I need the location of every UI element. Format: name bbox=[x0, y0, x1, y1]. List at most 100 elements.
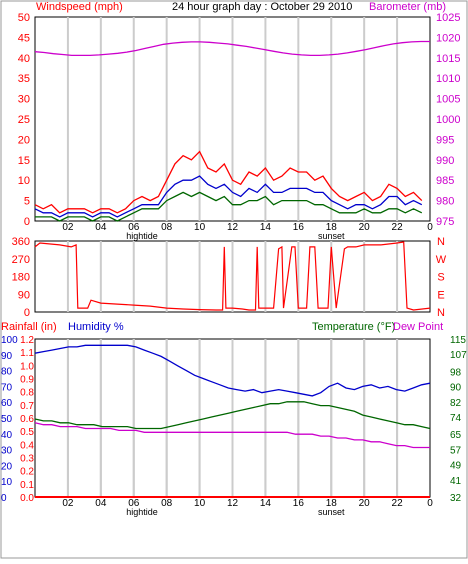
temp-tick-label: 90 bbox=[450, 383, 462, 394]
dewpoint-axis-label: Dew Point bbox=[393, 321, 443, 333]
rain-tick-label: 0.9 bbox=[20, 375, 34, 386]
humidity-tick-label: 70 bbox=[1, 382, 13, 393]
baro-tick-label: 1025 bbox=[436, 12, 460, 24]
temp-tick-label: 82 bbox=[450, 398, 462, 409]
rain-tick-label: 0.1 bbox=[20, 480, 34, 491]
direction-tick-label: 360 bbox=[12, 236, 30, 248]
rain-tick-label: 0.2 bbox=[20, 467, 34, 478]
hightide-label: hightide bbox=[126, 507, 158, 517]
rain-tick-label: 0.8 bbox=[20, 388, 34, 399]
temp-tick-label: 107 bbox=[450, 350, 467, 361]
humidity-tick-label: 100 bbox=[1, 335, 18, 346]
rain-tick-label: 0.3 bbox=[20, 454, 34, 465]
series-line-magenta bbox=[34, 422, 430, 449]
hour-tick-label: 10 bbox=[194, 498, 206, 509]
hour-tick-label: 20 bbox=[359, 222, 371, 233]
temp-tick-label: 115 bbox=[450, 335, 466, 346]
rain-tick-label: 1.0 bbox=[20, 361, 34, 372]
humidity-tick-label: 20 bbox=[1, 461, 13, 472]
compass-label: N bbox=[437, 307, 445, 319]
baro-tick-label: 1020 bbox=[436, 32, 460, 44]
baro-tick-label: 995 bbox=[436, 134, 454, 146]
baro-tick-label: 1010 bbox=[436, 73, 460, 85]
wind-tick-label: 15 bbox=[18, 155, 30, 167]
hightide-label: hightide bbox=[126, 231, 158, 241]
humidity-tick-label: 90 bbox=[1, 351, 13, 362]
hour-tick-label: 06 bbox=[128, 498, 140, 509]
humidity-tick-label: 50 bbox=[1, 414, 13, 425]
compass-label: E bbox=[437, 289, 444, 301]
compass-label: N bbox=[437, 236, 445, 248]
hour-tick-label: 16 bbox=[293, 222, 305, 233]
wind-tick-label: 20 bbox=[18, 134, 30, 146]
direction-tick-label: 180 bbox=[12, 272, 30, 284]
hour-tick-label: 22 bbox=[392, 222, 404, 233]
humidity-tick-label: 80 bbox=[1, 367, 13, 378]
rain-tick-label: 0.6 bbox=[20, 414, 34, 425]
temp-tick-label: 98 bbox=[450, 367, 462, 378]
baro-tick-label: 1015 bbox=[436, 53, 460, 65]
humidity-tick-label: 30 bbox=[1, 446, 13, 457]
hour-tick-label: 08 bbox=[161, 222, 173, 233]
direction-tick-label: 270 bbox=[12, 254, 30, 266]
series-line-green bbox=[34, 401, 431, 430]
hour-tick-label: 14 bbox=[260, 498, 272, 509]
temp-tick-label: 41 bbox=[450, 476, 462, 487]
hour-tick-label: 02 bbox=[62, 222, 74, 233]
temperature-axis-label: Temperature (°F) bbox=[312, 321, 395, 333]
rain-tick-label: 1.2 bbox=[20, 335, 34, 346]
wind-tick-label: 40 bbox=[18, 53, 30, 65]
humidity-tick-label: 0 bbox=[1, 493, 7, 504]
baro-tick-label: 1000 bbox=[436, 114, 460, 126]
rain-tick-label: 0.5 bbox=[20, 427, 34, 438]
hour-tick-label: 04 bbox=[95, 222, 107, 233]
hour-tick-label: 0 bbox=[427, 222, 433, 233]
rain-tick-label: 0.4 bbox=[20, 440, 34, 451]
wind-tick-label: 10 bbox=[18, 175, 30, 187]
hour-tick-label: 12 bbox=[227, 222, 239, 233]
series-line-blue bbox=[34, 344, 431, 397]
hour-tick-label: 18 bbox=[326, 498, 338, 509]
humidity-tick-label: 60 bbox=[1, 398, 13, 409]
temp-tick-label: 74 bbox=[450, 413, 462, 424]
wind-tick-label: 50 bbox=[18, 12, 30, 24]
hour-tick-label: 20 bbox=[359, 498, 371, 509]
baro-tick-label: 975 bbox=[436, 216, 454, 228]
barometer-axis-label: Barometer (mb) bbox=[369, 1, 446, 13]
rain-tick-label: 0.7 bbox=[20, 401, 34, 412]
baro-tick-label: 1005 bbox=[436, 94, 460, 106]
hour-tick-label: 18 bbox=[326, 222, 338, 233]
hour-tick-label: 22 bbox=[392, 498, 404, 509]
series-line-red bbox=[34, 150, 423, 214]
rainfall-axis-label: Rainfall (in) bbox=[1, 321, 57, 333]
hour-tick-label: 0 bbox=[427, 498, 433, 509]
hour-tick-label: 08 bbox=[161, 498, 173, 509]
sunset-label: sunset bbox=[318, 231, 345, 241]
hour-tick-label: 10 bbox=[194, 222, 206, 233]
rain-tick-label: 0.0 bbox=[20, 493, 34, 504]
hour-tick-label: 02 bbox=[62, 498, 74, 509]
windspeed-axis-label: Windspeed (mph) bbox=[36, 1, 123, 13]
hour-tick-label: 12 bbox=[227, 498, 239, 509]
hour-tick-label: 04 bbox=[95, 498, 107, 509]
baro-tick-label: 990 bbox=[436, 155, 454, 167]
humidity-tick-label: 10 bbox=[1, 477, 13, 488]
wind-tick-label: 25 bbox=[18, 114, 30, 126]
wind-tick-label: 35 bbox=[18, 73, 30, 85]
series-line-blue bbox=[34, 175, 423, 218]
baro-tick-label: 980 bbox=[436, 196, 454, 208]
wind-tick-label: 0 bbox=[24, 216, 30, 228]
rain-tick-label: 1.1 bbox=[20, 348, 34, 359]
series-line-magenta bbox=[34, 40, 430, 57]
hour-tick-label: 06 bbox=[128, 222, 140, 233]
temp-tick-label: 65 bbox=[450, 430, 462, 441]
temp-tick-label: 57 bbox=[450, 445, 462, 456]
temp-tick-label: 32 bbox=[450, 493, 462, 504]
wind-tick-label: 30 bbox=[18, 94, 30, 106]
wind-tick-label: 45 bbox=[18, 32, 30, 44]
hour-tick-label: 16 bbox=[293, 498, 305, 509]
humidity-axis-label: Humidity % bbox=[68, 321, 124, 333]
direction-line bbox=[34, 241, 431, 311]
